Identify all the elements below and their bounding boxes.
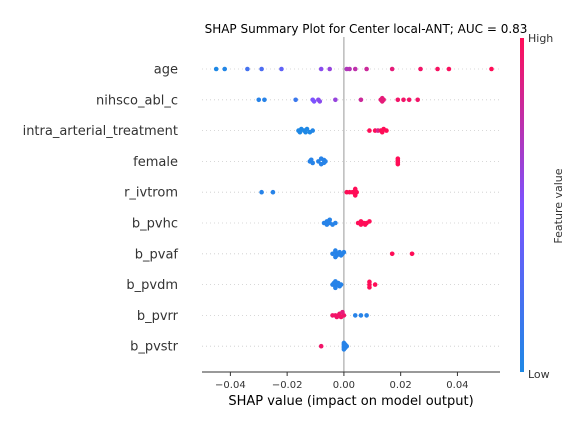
- point-age-10: [364, 66, 369, 72]
- point-nihsco_abl_c-7: [333, 97, 338, 103]
- point-b_pvrr-6: [334, 314, 340, 320]
- point-b_pvaf-9: [333, 254, 338, 260]
- feature-label-age: age: [154, 63, 178, 78]
- feature-label-b_pvhc: b_pvhc: [132, 217, 178, 232]
- point-age-13: [435, 66, 440, 72]
- point-b_pvdm-7: [333, 279, 338, 284]
- point-female-12: [395, 161, 401, 167]
- colorbar-high-label: High: [528, 32, 553, 45]
- feature-label-b_pvdm: b_pvdm: [126, 278, 178, 293]
- point-b_pvhc-3: [327, 217, 333, 223]
- x-tick-label-2: 0.00: [333, 380, 355, 391]
- point-nihsco_abl_c-2: [293, 97, 298, 103]
- point-age-8: [347, 66, 352, 72]
- point-b_pvaf-7: [341, 249, 347, 255]
- point-nihsco_abl_c-0: [256, 97, 262, 103]
- point-intra_arterial_treatment-8: [367, 128, 372, 133]
- point-b_pvdm-12: [372, 282, 378, 287]
- point-nihsco_abl_c-12: [381, 97, 386, 103]
- colorbar-title: Feature value: [552, 168, 565, 243]
- point-nihsco_abl_c-14: [401, 97, 406, 103]
- point-nihsco_abl_c-6: [317, 99, 323, 104]
- x-tick-label-4: 0.04: [446, 380, 468, 391]
- x-tick-label-0: −0.04: [215, 380, 246, 391]
- point-nihsco_abl_c-15: [406, 97, 412, 103]
- point-age-2: [245, 66, 250, 72]
- point-age-15: [489, 66, 494, 72]
- point-r_ivtrom-1: [270, 189, 276, 195]
- point-b_pvaf-11: [409, 251, 415, 257]
- data-points: [213, 66, 494, 352]
- feature-label-nihsco_abl_c: nihsco_abl_c: [96, 93, 178, 108]
- point-female-8: [323, 159, 328, 164]
- feature-label-b_pvstr: b_pvstr: [130, 340, 179, 355]
- point-nihsco_abl_c-1: [262, 97, 267, 103]
- point-nihsco_abl_c-16: [415, 97, 420, 103]
- colorbar: [520, 38, 524, 372]
- point-intra_arterial_treatment-14: [384, 128, 389, 133]
- point-age-5: [318, 66, 324, 72]
- point-b_pvrr-10: [364, 313, 369, 318]
- point-nihsco_abl_c-13: [395, 97, 401, 103]
- point-age-4: [279, 66, 284, 72]
- feature-label-b_pvrr: b_pvrr: [137, 309, 179, 324]
- x-axis-label: SHAP value (impact on model output): [228, 394, 473, 409]
- point-b_pvaf-10: [389, 251, 395, 257]
- chart-title: SHAP Summary Plot for Center local-ANT; …: [205, 22, 528, 36]
- point-intra_arterial_treatment-5: [304, 126, 310, 132]
- point-age-9: [352, 66, 358, 72]
- point-age-0: [213, 66, 219, 72]
- point-female-2: [310, 160, 315, 166]
- feature-label-r_ivtrom: r_ivtrom: [124, 186, 178, 201]
- point-age-14: [446, 66, 452, 72]
- point-b_pvdm-11: [367, 285, 372, 290]
- point-age-6: [327, 66, 333, 72]
- x-tick-label-1: −0.02: [272, 380, 303, 391]
- point-nihsco_abl_c-8: [358, 97, 364, 103]
- feature-label-b_pvaf: b_pvaf: [135, 247, 179, 262]
- point-nihsco_abl_c-4: [311, 99, 317, 104]
- point-b_pvhc-13: [367, 219, 372, 224]
- point-b_pvstr-8: [344, 343, 350, 349]
- colorbar-low-label: Low: [528, 368, 550, 381]
- point-age-3: [259, 66, 264, 72]
- feature-label-intra_arterial_treatment: intra_arterial_treatment: [23, 124, 178, 139]
- feature-rows: age nihsco_abl_c intra_arterial_treatmentf…: [23, 63, 500, 355]
- point-b_pvdm-6: [338, 282, 344, 287]
- point-b_pvhc-6: [333, 220, 338, 226]
- point-b_pvaf-8: [333, 248, 338, 253]
- point-intra_arterial_treatment-7: [310, 128, 315, 133]
- x-tick-label-3: 0.02: [390, 380, 412, 391]
- point-b_pvrr-8: [352, 313, 358, 318]
- point-age-12: [418, 66, 423, 72]
- x-ticks: −0.04 −0.02 0.00 0.02 0.04: [215, 372, 469, 391]
- point-b_pvrr-7: [340, 309, 345, 315]
- point-female-3: [316, 159, 321, 164]
- point-age-11: [389, 66, 395, 72]
- point-age-1: [222, 66, 228, 72]
- point-b_pvrr-9: [358, 313, 364, 318]
- point-b_pvstr-0: [318, 343, 324, 349]
- point-b_pvdm-8: [333, 285, 338, 291]
- point-r_ivtrom-0: [259, 189, 264, 195]
- feature-label-female: female: [133, 155, 178, 170]
- point-r_ivtrom-9: [354, 189, 359, 195]
